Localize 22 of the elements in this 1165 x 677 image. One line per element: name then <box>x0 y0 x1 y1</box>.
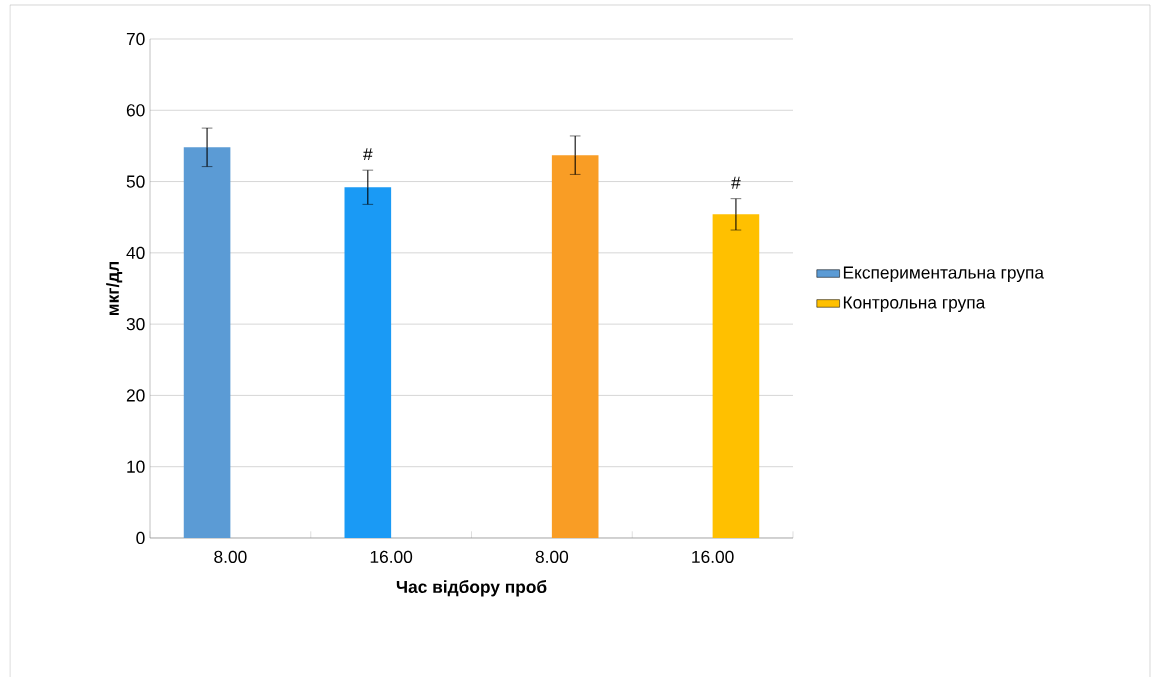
bar <box>551 155 599 538</box>
y-tick-label: 0 <box>136 531 145 545</box>
x-tick-label: 8.00 <box>214 550 247 563</box>
annotation: # <box>363 148 373 161</box>
y-tick-label: 50 <box>126 175 145 188</box>
y-tick-label: 10 <box>127 460 145 473</box>
x-tick-label: 16.00 <box>370 550 413 563</box>
bar <box>712 214 760 538</box>
legend-label: Експериментальна група <box>843 266 1045 283</box>
y-tick-label: 20 <box>126 389 145 402</box>
y-tick-label: 30 <box>126 317 145 331</box>
y-tick-label: 60 <box>126 104 145 117</box>
annotation: # <box>731 176 741 189</box>
x-tick-label: 8.00 <box>535 550 569 563</box>
y-axis-title: мкг/дл <box>106 261 123 316</box>
legend-label: Контрольна група <box>843 296 986 313</box>
x-axis-title: Час відбору проб <box>396 580 547 597</box>
bar <box>183 147 231 538</box>
bar <box>344 187 392 538</box>
y-tick-label: 40 <box>126 246 145 259</box>
y-tick-label: 70 <box>126 32 145 46</box>
x-tick-label: 16.00 <box>692 550 734 563</box>
